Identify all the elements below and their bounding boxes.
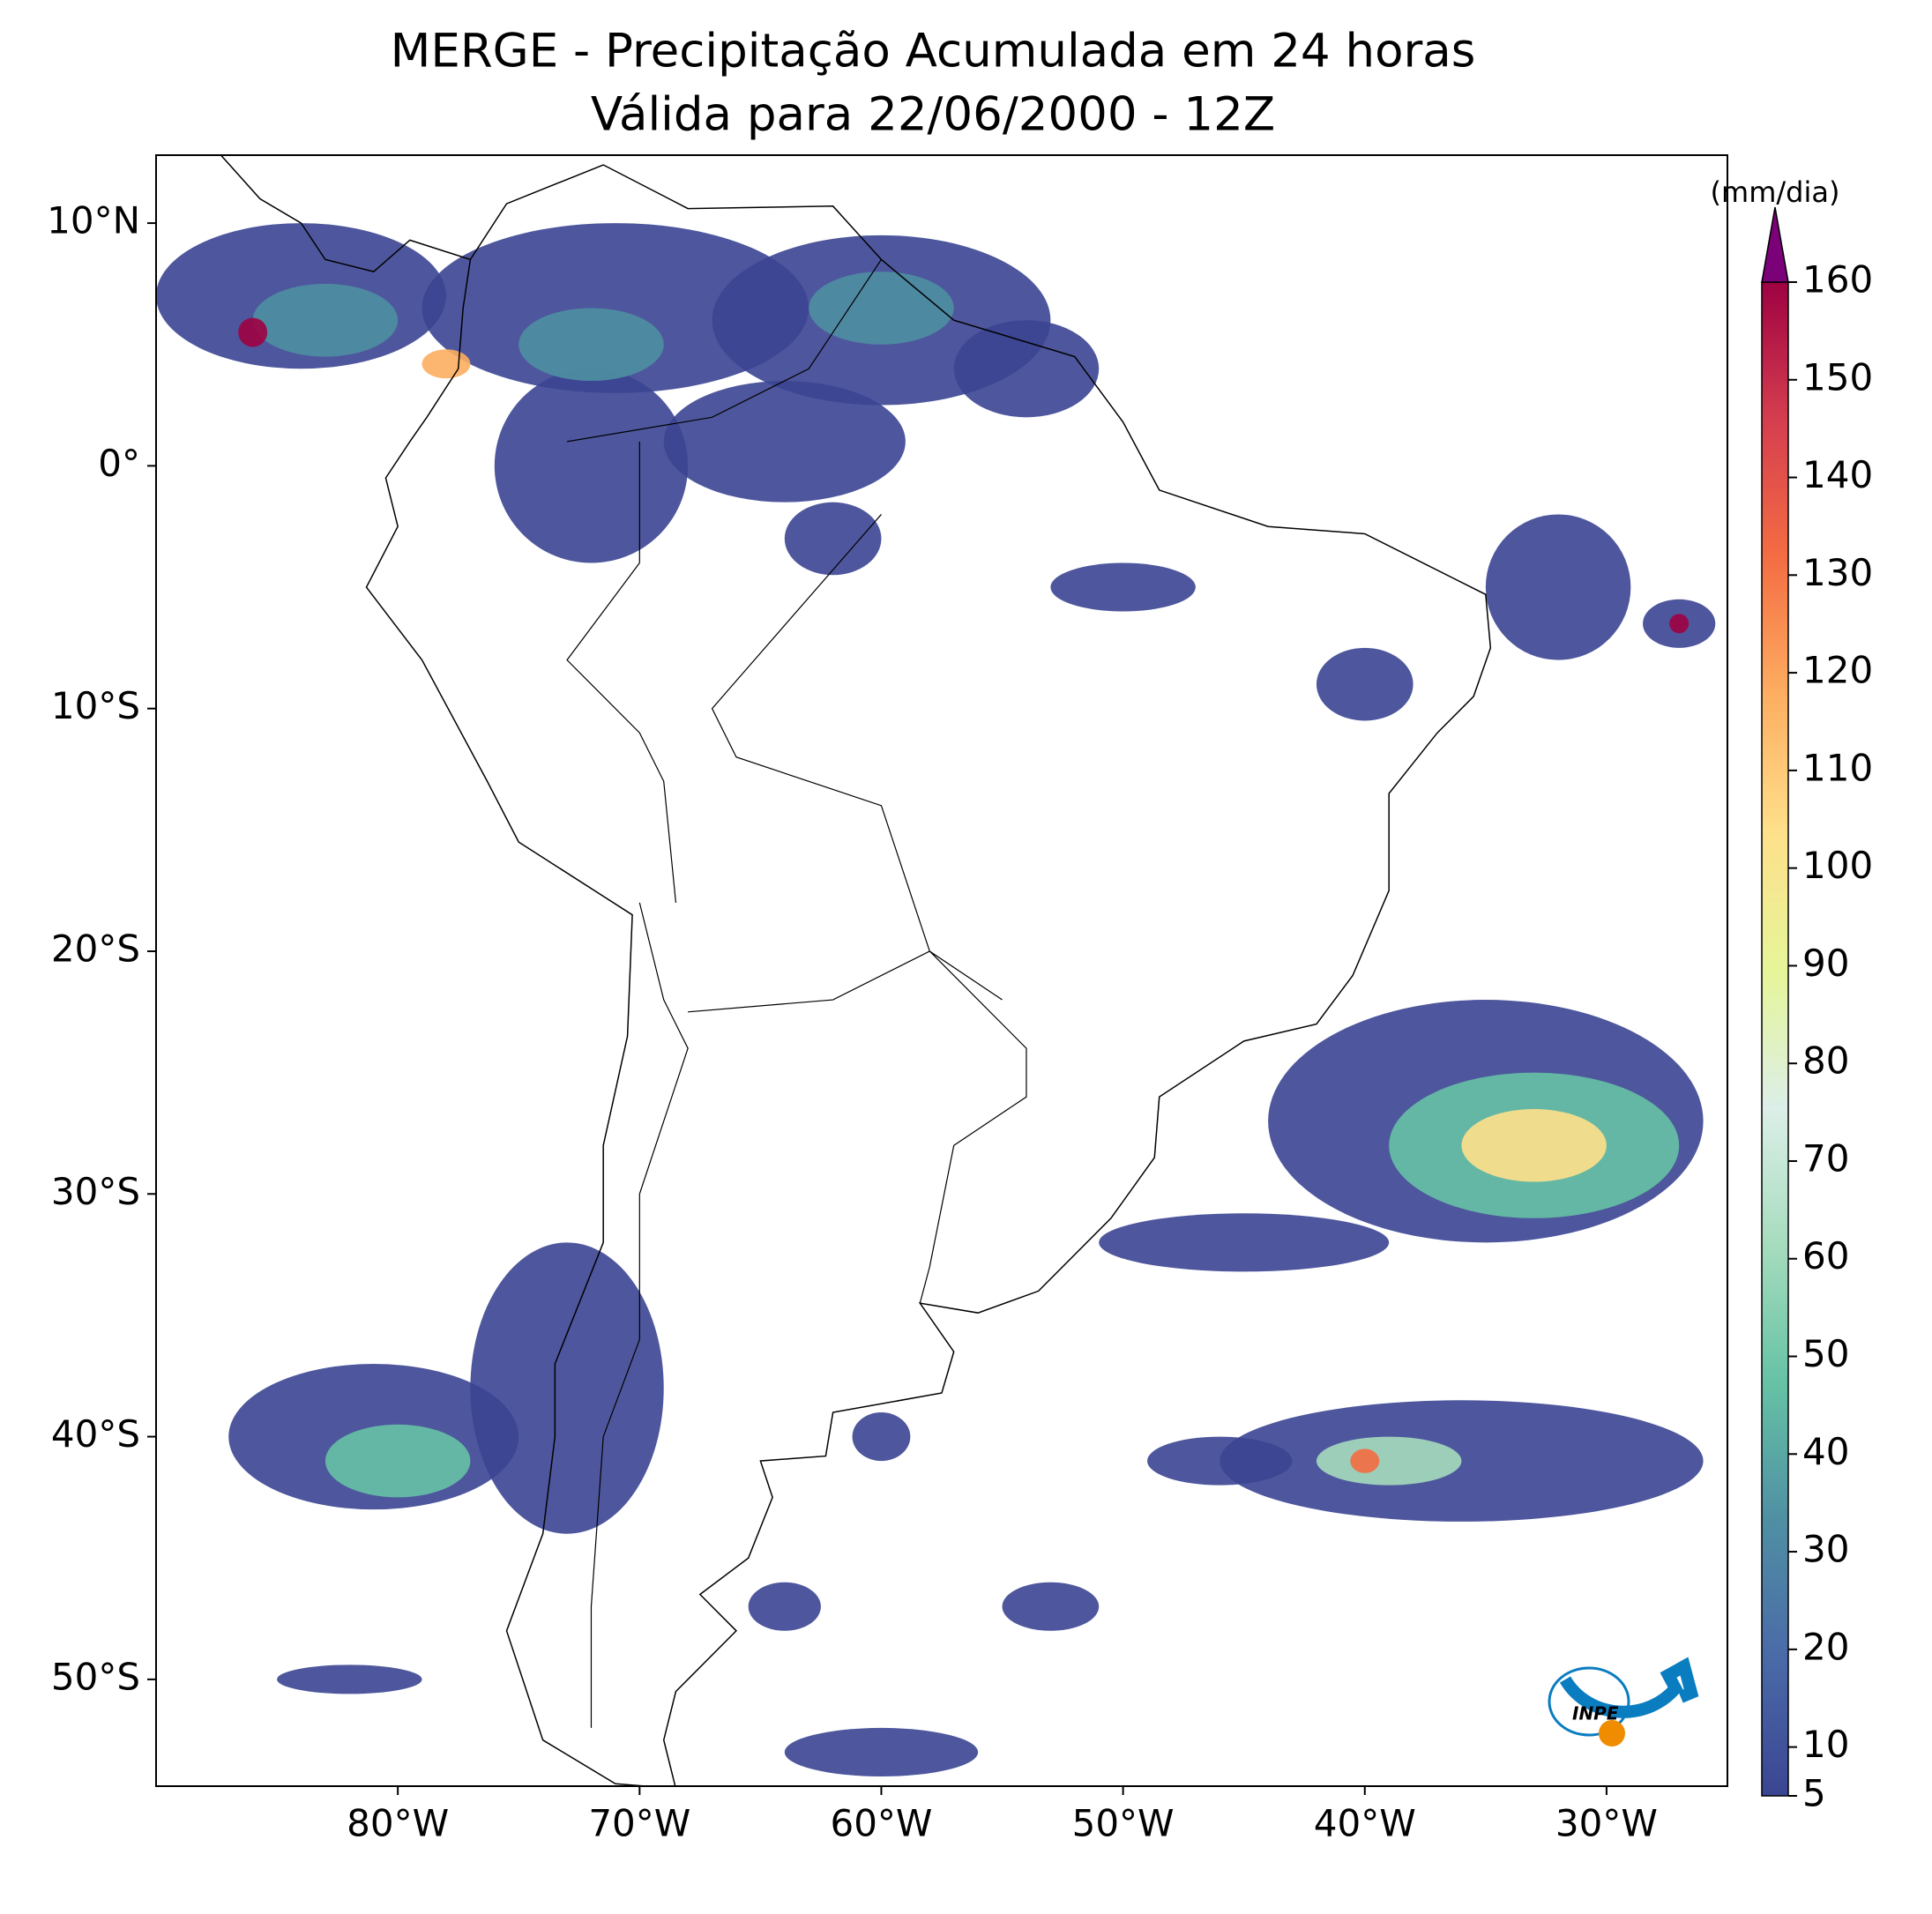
precip-area	[1669, 614, 1690, 634]
precip-area	[1350, 1449, 1380, 1473]
colorbar-label: (mm/dia)	[1711, 175, 1840, 209]
colorbar-tick-label: 70	[1802, 1136, 1849, 1180]
precip-area	[1147, 1436, 1293, 1486]
x-tick-label: 50°W	[1072, 1802, 1175, 1845]
precip-area	[252, 283, 399, 357]
colorbar-tick-label: 20	[1802, 1625, 1849, 1668]
precip-area	[748, 1582, 821, 1631]
colorbar-tick-label: 60	[1802, 1234, 1849, 1277]
chart-title: MERGE - Precipitação Acumulada em 24 hor…	[391, 25, 1476, 78]
y-tick-label: 10°S	[51, 684, 140, 727]
precip-area	[1316, 1436, 1462, 1486]
precip-area	[421, 349, 471, 379]
precip-area	[1485, 514, 1631, 660]
precip-area	[470, 1242, 664, 1534]
precip-area	[1099, 1213, 1390, 1272]
precip-area	[324, 1424, 471, 1498]
colorbar-tick-label: 50	[1802, 1332, 1849, 1375]
map-area	[156, 155, 1716, 1786]
y-tick-label: 0°	[98, 442, 140, 485]
y-tick-label: 10°N	[47, 199, 140, 242]
precip-area	[784, 1727, 979, 1776]
country-border	[590, 902, 689, 1728]
y-tick-label: 20°S	[51, 927, 140, 970]
country-border	[566, 259, 882, 443]
colorbar-tick-label: 150	[1802, 355, 1873, 398]
logo-dot	[1599, 1720, 1625, 1746]
map-frame	[155, 154, 1728, 1787]
country-border	[711, 514, 1027, 1304]
y-tick-label: 40°S	[51, 1412, 140, 1456]
precip-area	[518, 308, 664, 382]
precip-area	[277, 1665, 422, 1694]
precip-area	[953, 320, 1100, 418]
colorbar-tick-label: 5	[1802, 1772, 1826, 1815]
coastline	[220, 155, 1492, 1786]
country-border	[688, 950, 1003, 1013]
x-tick-label: 30°W	[1555, 1802, 1658, 1845]
precip-area	[238, 317, 268, 347]
x-tick-label: 40°W	[1314, 1802, 1416, 1845]
x-tick-label: 70°W	[588, 1802, 690, 1845]
precip-area	[1002, 1582, 1100, 1631]
colorbar-tick-label: 160	[1802, 258, 1873, 302]
logo-arc	[1559, 1657, 1699, 1718]
x-tick-label: 80°W	[347, 1802, 449, 1845]
precip-area	[1461, 1108, 1607, 1182]
precip-area	[1220, 1400, 1704, 1522]
colorbar-tick-label: 30	[1802, 1528, 1849, 1571]
y-tick-label: 50°S	[51, 1655, 140, 1698]
logo-text: INPE	[1572, 1703, 1619, 1724]
colorbar-tick-label: 80	[1802, 1039, 1849, 1083]
precip-area	[809, 272, 954, 345]
precip-area	[1050, 562, 1196, 612]
colorbar-tick-label: 40	[1802, 1430, 1849, 1473]
country-border	[566, 562, 677, 903]
precip-area	[494, 369, 689, 563]
colorbar-tick-label: 10	[1802, 1723, 1849, 1766]
colorbar-tick-label: 100	[1802, 844, 1873, 887]
x-tick-label: 60°W	[830, 1802, 932, 1845]
logo-ring	[1548, 1666, 1630, 1737]
precip-area	[784, 502, 882, 576]
chart-subtitle: Válida para 22/06/2000 - 12Z	[591, 88, 1275, 142]
colorbar	[1761, 281, 1789, 1797]
precip-area	[852, 1412, 911, 1462]
colorbar-tick-label: 90	[1802, 942, 1849, 985]
colorbar-extend	[1761, 206, 1789, 283]
precip-area	[663, 381, 906, 503]
y-tick-label: 30°S	[51, 1170, 140, 1213]
colorbar-tick-label: 130	[1802, 551, 1873, 594]
precip-area	[421, 223, 809, 393]
precip-area	[1316, 647, 1414, 721]
colorbar-tick-label: 110	[1802, 746, 1873, 789]
colorbar-tick-label: 140	[1802, 453, 1873, 496]
colorbar-tick-label: 120	[1802, 649, 1873, 692]
